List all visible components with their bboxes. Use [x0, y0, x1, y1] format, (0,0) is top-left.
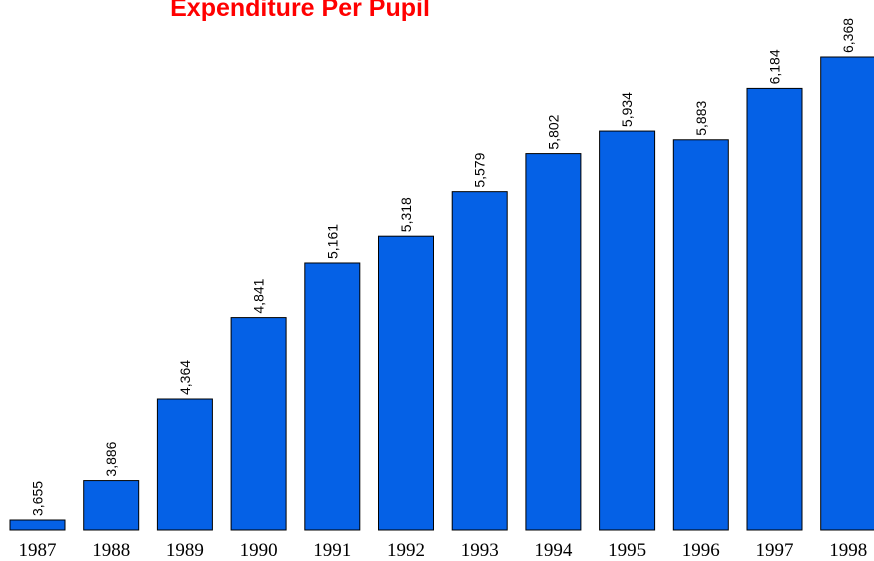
value-label: 5,579 [472, 152, 488, 187]
bar [525, 153, 582, 531]
x-tick-label: 1993 [461, 540, 499, 561]
value-label: 5,802 [545, 114, 561, 149]
bar [599, 130, 656, 531]
bar [304, 262, 361, 531]
x-tick-label: 1988 [92, 540, 130, 561]
value-label: 5,883 [693, 101, 709, 136]
bar [230, 317, 287, 531]
x-tick-label: 1991 [313, 540, 351, 561]
bar [820, 56, 874, 531]
x-tick-label: 1994 [534, 540, 573, 561]
x-tick-label: 1996 [682, 540, 720, 561]
bar [83, 480, 140, 531]
value-label: 5,934 [619, 92, 635, 127]
bar [156, 398, 213, 531]
x-tick-label: 1987 [19, 540, 57, 561]
value-label: 3,655 [30, 481, 46, 516]
value-label: 4,841 [251, 278, 267, 313]
value-label: 6,184 [767, 49, 783, 84]
bar [672, 139, 729, 531]
bar [746, 87, 803, 531]
value-label: 5,161 [324, 224, 340, 259]
bar [9, 519, 66, 531]
value-label: 5,318 [398, 197, 414, 232]
x-tick-label: 1989 [166, 540, 204, 561]
x-tick-label: 1990 [240, 540, 278, 561]
bar [378, 235, 434, 531]
x-tick-label: 1997 [756, 540, 794, 561]
chart-title: Expenditure Per Pupil [170, 0, 430, 22]
value-label: 6,368 [840, 18, 856, 53]
value-label: 4,364 [177, 360, 193, 395]
x-tick-label: 1995 [608, 540, 646, 561]
bar [451, 191, 508, 531]
x-tick-label: 1992 [387, 540, 425, 561]
x-tick-label: 1998 [829, 540, 867, 561]
value-label: 3,886 [103, 441, 119, 476]
